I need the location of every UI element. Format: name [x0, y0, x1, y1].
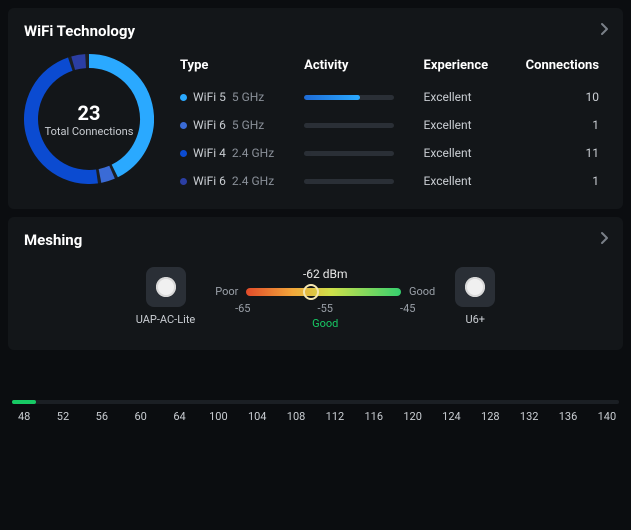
col-activity: Activity [296, 54, 415, 83]
mesh-node-left[interactable]: UAP-AC-Lite [136, 267, 196, 326]
chevron-right-icon[interactable] [599, 231, 609, 249]
signal-quality: Good [312, 317, 338, 330]
activity-bar [304, 123, 394, 128]
wifi-type: WiFi 4 [193, 146, 226, 160]
table-row[interactable]: WiFi 6 5 GHz Excellent1 [172, 111, 607, 139]
experience-value: Excellent [416, 83, 507, 111]
meshing-panel: Meshing UAP-AC-Lite -62 dBm Poor Good -6… [8, 217, 623, 350]
channel-tick: 140 [598, 410, 617, 423]
channel-strip: 48 52 56 60 64 100 104 108 112 116 120 124 128 132 136… [8, 400, 623, 430]
ap-icon [455, 267, 495, 307]
channel-tick: 104 [248, 410, 267, 423]
signal-scale: -62 dBm Poor Good -65 -55 -45 Good [215, 267, 435, 330]
wifi-panel-title: WiFi Technology [24, 22, 607, 40]
experience-value: Excellent [416, 139, 507, 167]
wifi-technology-panel: WiFi Technology 23 Total Connections Typ… [8, 8, 623, 209]
wifi-type: WiFi 5 [193, 90, 226, 104]
channel-tick: 116 [364, 410, 383, 423]
scale-poor-label: Poor [215, 285, 238, 298]
connections-value: 11 [506, 139, 607, 167]
activity-bar [304, 179, 394, 184]
channel-tick: 52 [57, 410, 69, 423]
total-connections-value: 23 [78, 101, 101, 125]
connections-donut: 23 Total Connections [24, 54, 154, 184]
scale-good-label: Good [409, 285, 435, 298]
table-row[interactable]: WiFi 4 2.4 GHz Excellent11 [172, 139, 607, 167]
wifi-type: WiFi 6 [193, 174, 226, 188]
series-dot-icon [180, 178, 187, 185]
table-row[interactable]: WiFi 6 2.4 GHz Excellent1 [172, 167, 607, 195]
wifi-type: WiFi 6 [193, 118, 226, 132]
experience-value: Excellent [416, 167, 507, 195]
channel-tick: 124 [442, 410, 461, 423]
series-dot-icon [180, 122, 187, 129]
ap-icon [146, 267, 186, 307]
wifi-table: Type Activity Experience Connections WiF… [172, 54, 607, 195]
signal-ticks: -65 -55 -45 [235, 302, 415, 315]
activity-bar [304, 95, 394, 100]
table-row[interactable]: WiFi 5 5 GHz Excellent10 [172, 83, 607, 111]
meshing-title: Meshing [24, 231, 607, 249]
experience-value: Excellent [416, 111, 507, 139]
mesh-node-right-label: U6+ [465, 313, 485, 326]
total-connections-label: Total Connections [45, 125, 134, 138]
mesh-node-left-label: UAP-AC-Lite [136, 313, 196, 326]
channel-tick: 132 [520, 410, 539, 423]
col-type: Type [172, 54, 296, 83]
connections-value: 1 [506, 167, 607, 195]
connections-value: 10 [506, 83, 607, 111]
wifi-band: 2.4 GHz [232, 174, 274, 188]
signal-marker [303, 284, 319, 300]
channel-tick: 64 [173, 410, 185, 423]
channel-tick: 48 [18, 410, 30, 423]
channel-tick: 56 [96, 410, 108, 423]
col-experience: Experience [416, 54, 507, 83]
channel-tick: 136 [559, 410, 578, 423]
wifi-band: 5 GHz [232, 118, 264, 132]
channel-ticks: 48 52 56 60 64 100 104 108 112 116 120 124 128 132 136… [12, 410, 619, 424]
channel-bar [12, 400, 619, 404]
wifi-band: 5 GHz [232, 90, 264, 104]
wifi-band: 2.4 GHz [232, 146, 274, 160]
series-dot-icon [180, 94, 187, 101]
channel-tick: 112 [326, 410, 345, 423]
channel-tick: 60 [134, 410, 146, 423]
connections-value: 1 [506, 111, 607, 139]
channel-tick: 128 [481, 410, 500, 423]
chevron-right-icon[interactable] [599, 22, 609, 40]
activity-bar [304, 151, 394, 156]
signal-dbm: -62 dBm [303, 267, 348, 281]
channel-tick: 100 [209, 410, 228, 423]
col-connections: Connections [506, 54, 607, 83]
channel-tick: 108 [287, 410, 306, 423]
mesh-node-right[interactable]: U6+ [455, 267, 495, 326]
channel-bar-fill [12, 400, 36, 404]
channel-tick: 120 [403, 410, 422, 423]
signal-gradient-bar [246, 288, 401, 296]
series-dot-icon [180, 150, 187, 157]
